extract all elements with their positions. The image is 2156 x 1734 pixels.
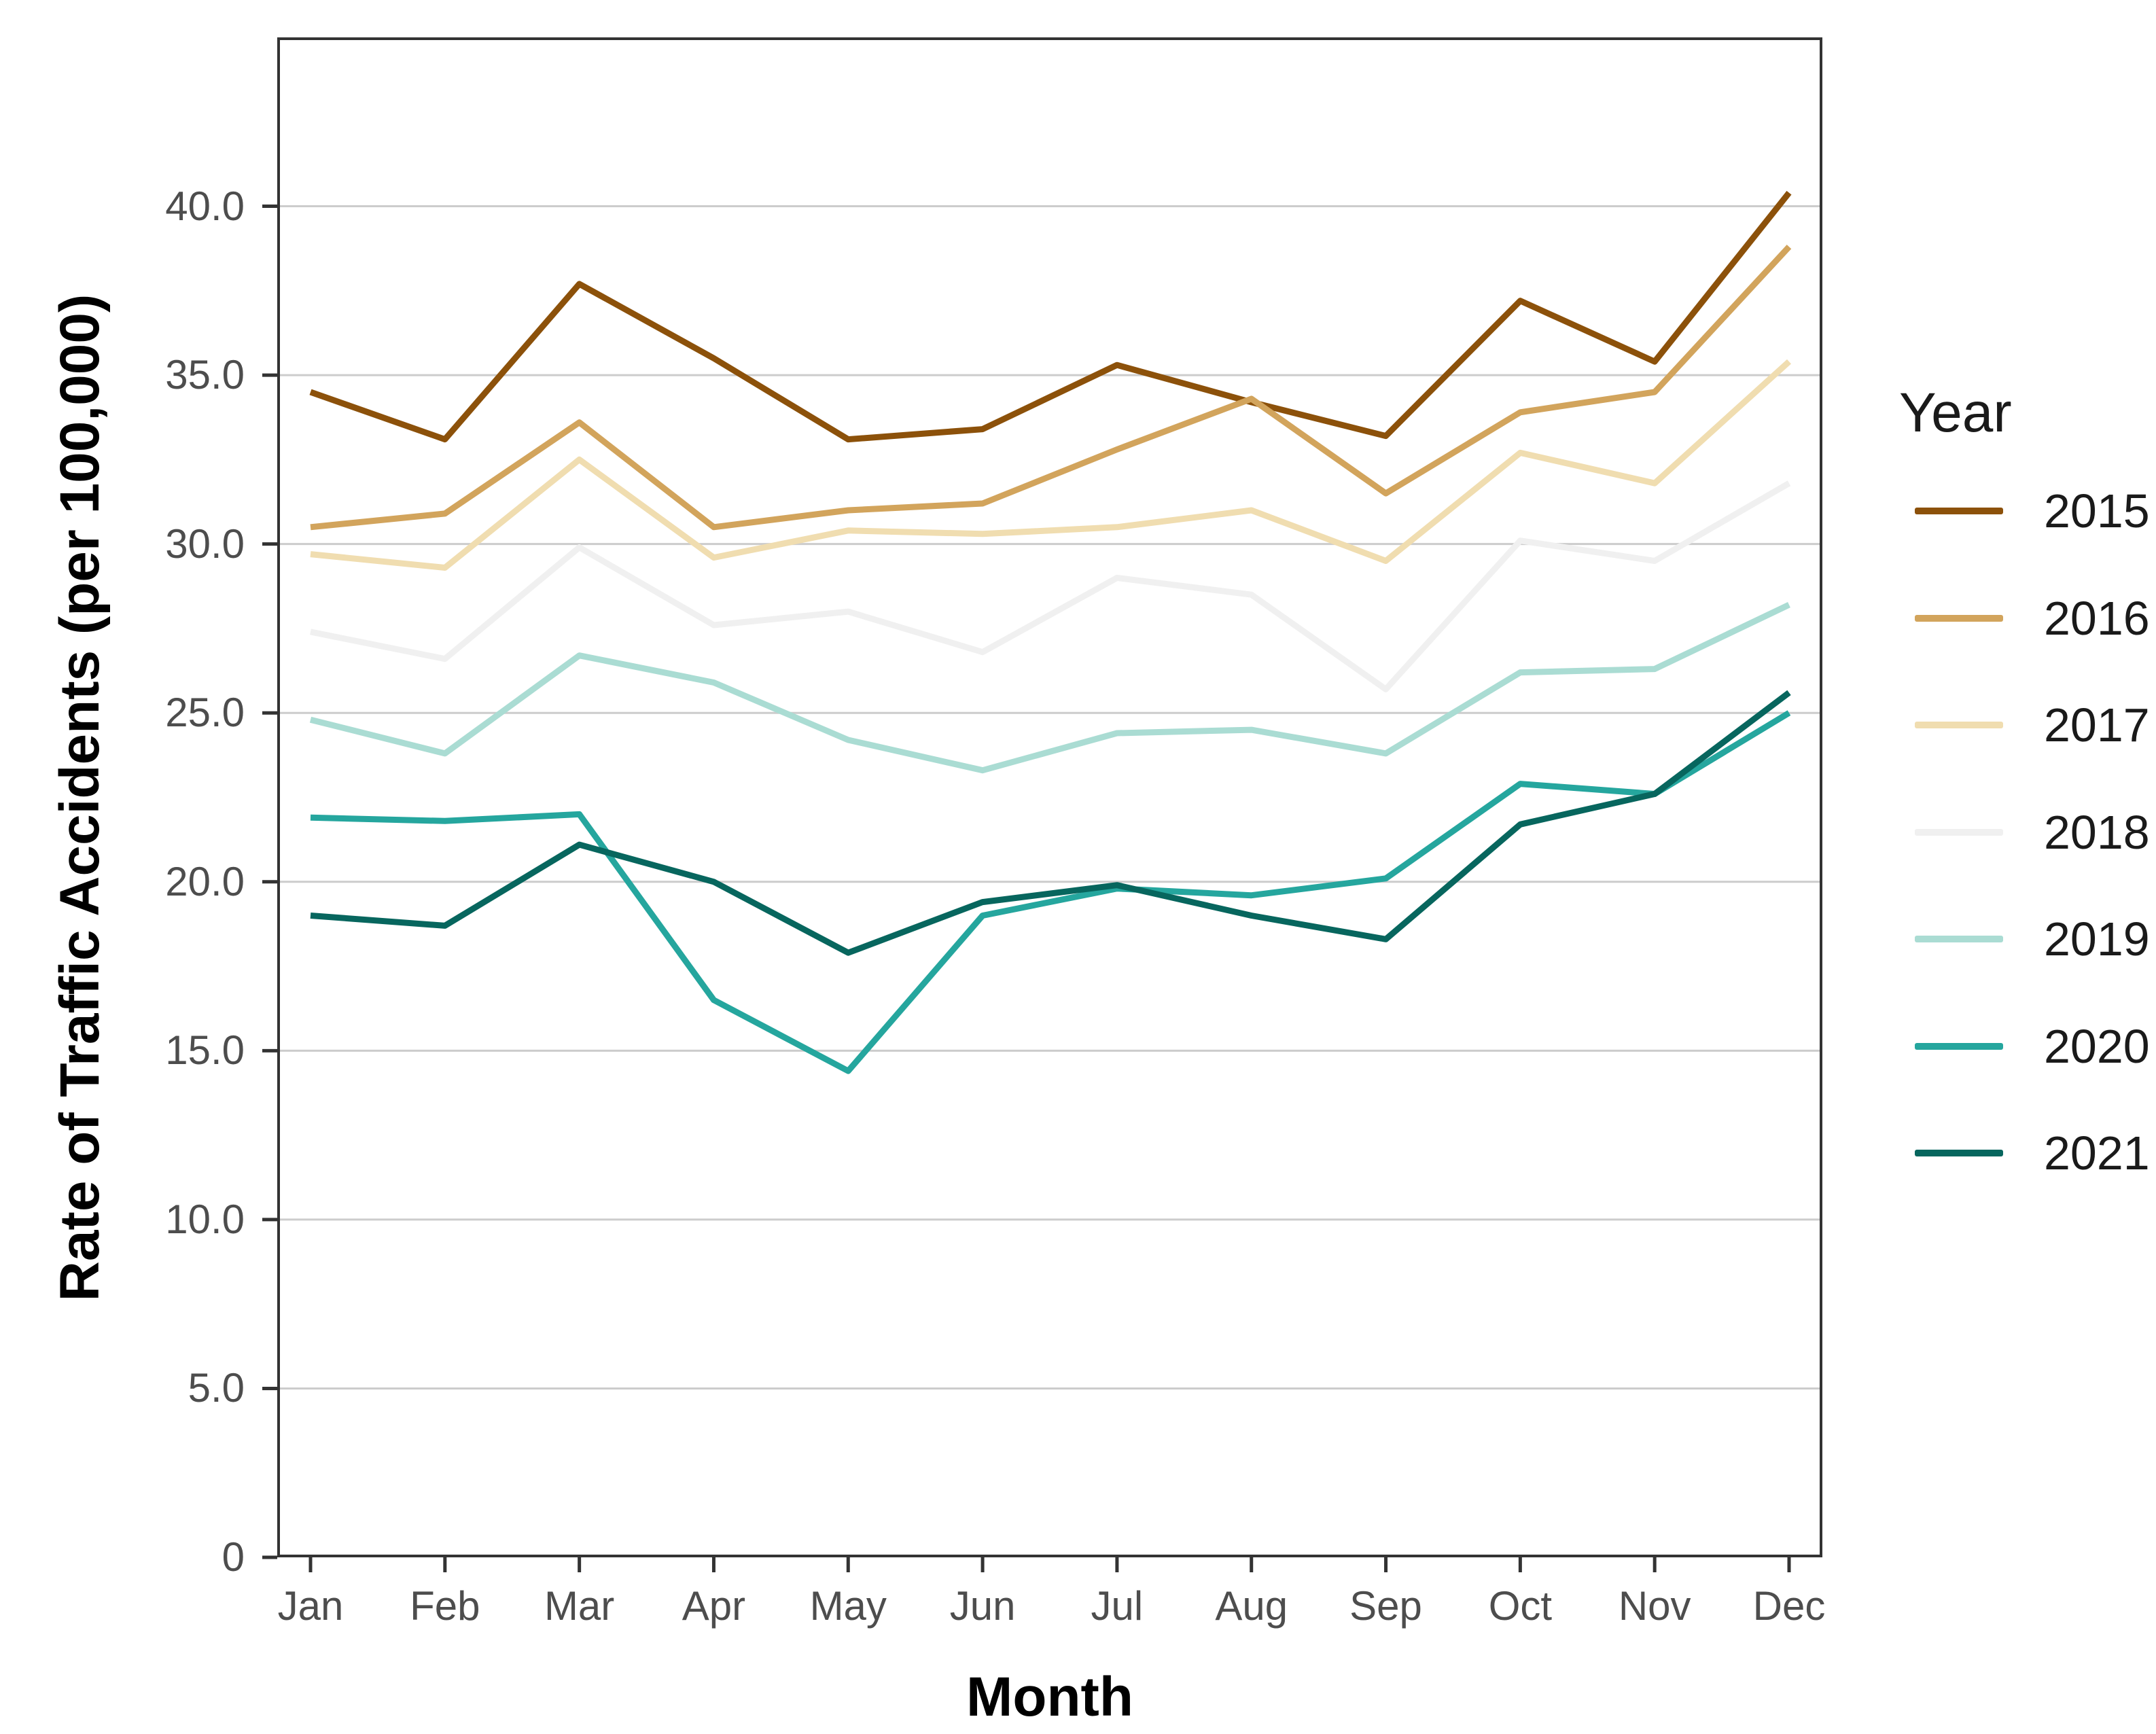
series-line-2015: [309, 190, 1792, 443]
series-line-2021: [310, 690, 1791, 956]
x-tick-label-May: May: [809, 1583, 887, 1629]
legend-title: Year: [1899, 382, 2012, 444]
legend-line-swatch-2018: [1915, 828, 2003, 836]
legend: Year 2015 2016 2017 2018 2019 2020 2021: [1899, 381, 2156, 1264]
legend-entry-2018: 2018: [1915, 805, 2150, 860]
y-tick-label-15: 15.0: [165, 1027, 245, 1074]
series-line-2020: [310, 710, 1791, 1074]
x-tick-label-Nov: Nov: [1618, 1583, 1691, 1629]
y-tick-label-25: 25.0: [165, 690, 245, 736]
x-tick-label-Mar: Mar: [544, 1583, 615, 1629]
y-tick-label-35: 35.0: [165, 352, 245, 398]
legend-line-swatch-2015: [1915, 508, 2003, 514]
legend-label-2016: 2016: [2044, 591, 2150, 645]
legend-line-swatch-2017: [1915, 722, 2003, 728]
legend-entry-2021: 2021: [1915, 1126, 2150, 1180]
legend-line-swatch-2020: [1915, 1042, 2003, 1050]
x-tick-label-Jul: Jul: [1091, 1583, 1144, 1629]
y-tick-label-40: 40.0: [165, 183, 245, 229]
x-tick-label-Feb: Feb: [410, 1583, 480, 1629]
legend-entry-2019: 2019: [1915, 912, 2150, 966]
x-tick-label-Aug: Aug: [1215, 1583, 1288, 1629]
legend-label-2015: 2015: [2044, 484, 2150, 537]
plot-area: [262, 37, 1822, 1572]
x-tick-label-Sep: Sep: [1349, 1583, 1422, 1629]
x-tick-label-Dec: Dec: [1752, 1583, 1826, 1629]
legend-entry-2016: 2016: [1915, 591, 2150, 645]
legend-label-2018: 2018: [2044, 805, 2150, 859]
y-axis-title: Rate of Traffic Accidents (per 100,000): [49, 294, 111, 1301]
y-tick-label-20: 20.0: [165, 858, 245, 904]
legend-line-swatch-2016: [1915, 614, 2003, 622]
panel-border: [277, 37, 1822, 1557]
y-tick-label-10: 10.0: [165, 1196, 245, 1242]
series-line-2019: [309, 602, 1790, 774]
x-tick-label-Oct: Oct: [1488, 1583, 1553, 1629]
legend-label-2017: 2017: [2044, 698, 2150, 751]
x-tick-label-Apr: Apr: [682, 1583, 746, 1629]
legend-line-swatch-2019: [1915, 936, 2003, 942]
series-line-2017: [310, 359, 1792, 571]
legend-label-2020: 2020: [2044, 1019, 2150, 1073]
x-tick-label-Jun: Jun: [949, 1583, 1016, 1629]
legend-label-2021: 2021: [2044, 1127, 2150, 1180]
x-axis-title: Month: [966, 1666, 1133, 1728]
legend-entry-2015: 2015: [1915, 484, 2150, 538]
legend-label-2019: 2019: [2044, 913, 2150, 966]
legend-entry-2020: 2020: [1915, 1019, 2150, 1074]
series-line-2016: [310, 245, 1792, 531]
series-line-2018: [310, 480, 1791, 692]
y-tick-label-0: 0: [222, 1534, 245, 1580]
y-tick-label-30: 30.0: [165, 520, 245, 567]
x-tick-label-Jan: Jan: [277, 1583, 344, 1629]
y-tick-label-5: 5.0: [188, 1365, 245, 1411]
legend-entry-2017: 2017: [1915, 698, 2150, 752]
legend-line-swatch-2021: [1915, 1150, 2003, 1156]
